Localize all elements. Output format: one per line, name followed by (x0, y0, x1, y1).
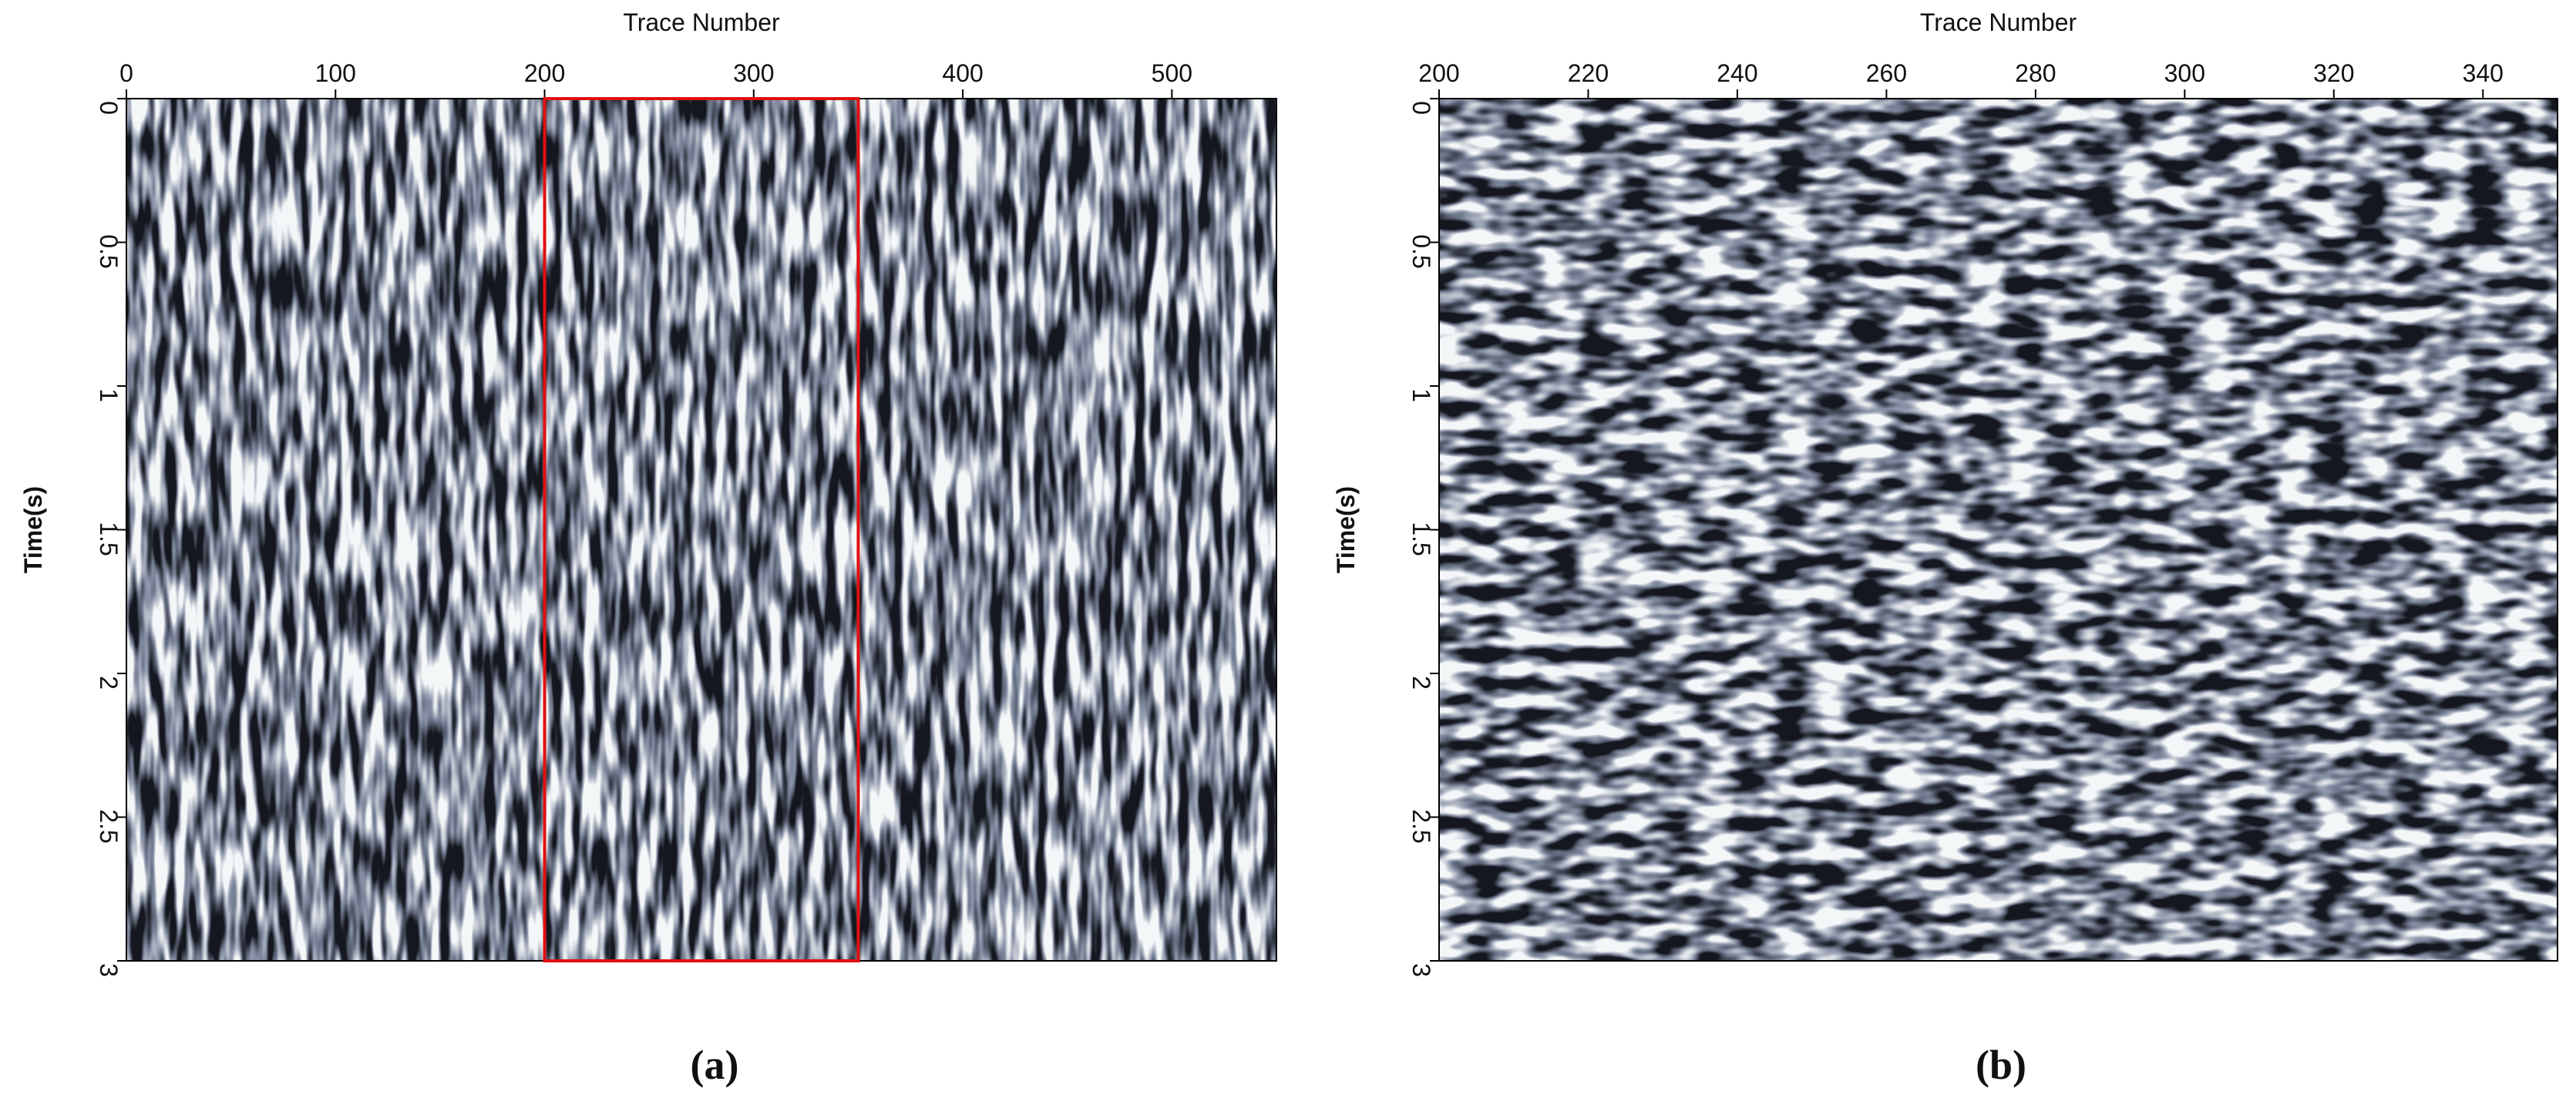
y-tick-label: 2.5 (1407, 809, 1435, 843)
y-tick-label: 2 (1407, 676, 1435, 690)
y-tick-label: 0.5 (95, 234, 123, 268)
y-tick-label: 3 (1407, 963, 1435, 977)
panel-label: (b) (1976, 1042, 2026, 1088)
y-axis-label: Time(s) (1332, 486, 1360, 573)
x-tick-label: 260 (1866, 59, 1907, 87)
y-tick-label: 2.5 (95, 809, 123, 843)
panel: 0 100 200 300 400 500 0 0.5 1 1.5 2 2.5 3 Trace Numbe… (19, 8, 1277, 1088)
x-tick-label: 280 (2015, 59, 2056, 87)
x-tick-label: 0 (119, 59, 133, 87)
x-tick-label: 320 (2313, 59, 2354, 87)
x-tick-label: 400 (942, 59, 983, 87)
y-tick-label: 2 (95, 676, 123, 690)
y-tick-label: 3 (95, 963, 123, 977)
x-axis-label: Trace Number (623, 8, 780, 36)
x-tick-label: 340 (2463, 59, 2504, 87)
x-tick-label: 300 (2164, 59, 2205, 87)
x-tick-label: 220 (1568, 59, 1609, 87)
x-axis-label: Trace Number (1920, 8, 2077, 36)
panel-label: (a) (691, 1042, 739, 1088)
y-tick-label: 1.5 (95, 522, 123, 556)
panel: 200 220 240 260 280 300 320 340 0 0.5 1 1.5 2 2.5 3 Tra… (1332, 8, 2558, 1088)
x-tick-label: 200 (524, 59, 565, 87)
seismic-image (1439, 99, 2558, 961)
x-tick-label: 100 (315, 59, 356, 87)
x-tick-label: 500 (1152, 59, 1192, 87)
x-tick-label: 240 (1717, 59, 1757, 87)
y-tick-label: 0 (95, 101, 123, 115)
y-tick-label: 1.5 (1407, 522, 1435, 556)
y-tick-label: 0.5 (1407, 234, 1435, 268)
x-tick-label: 200 (1418, 59, 1459, 87)
x-tick-label: 300 (733, 59, 774, 87)
y-tick-label: 1 (95, 388, 123, 402)
y-axis-label: Time(s) (19, 486, 47, 573)
y-tick-label: 1 (1407, 388, 1435, 402)
y-tick-label: 0 (1407, 101, 1435, 115)
highlight-box (543, 97, 860, 962)
seismic-image (126, 99, 1276, 961)
